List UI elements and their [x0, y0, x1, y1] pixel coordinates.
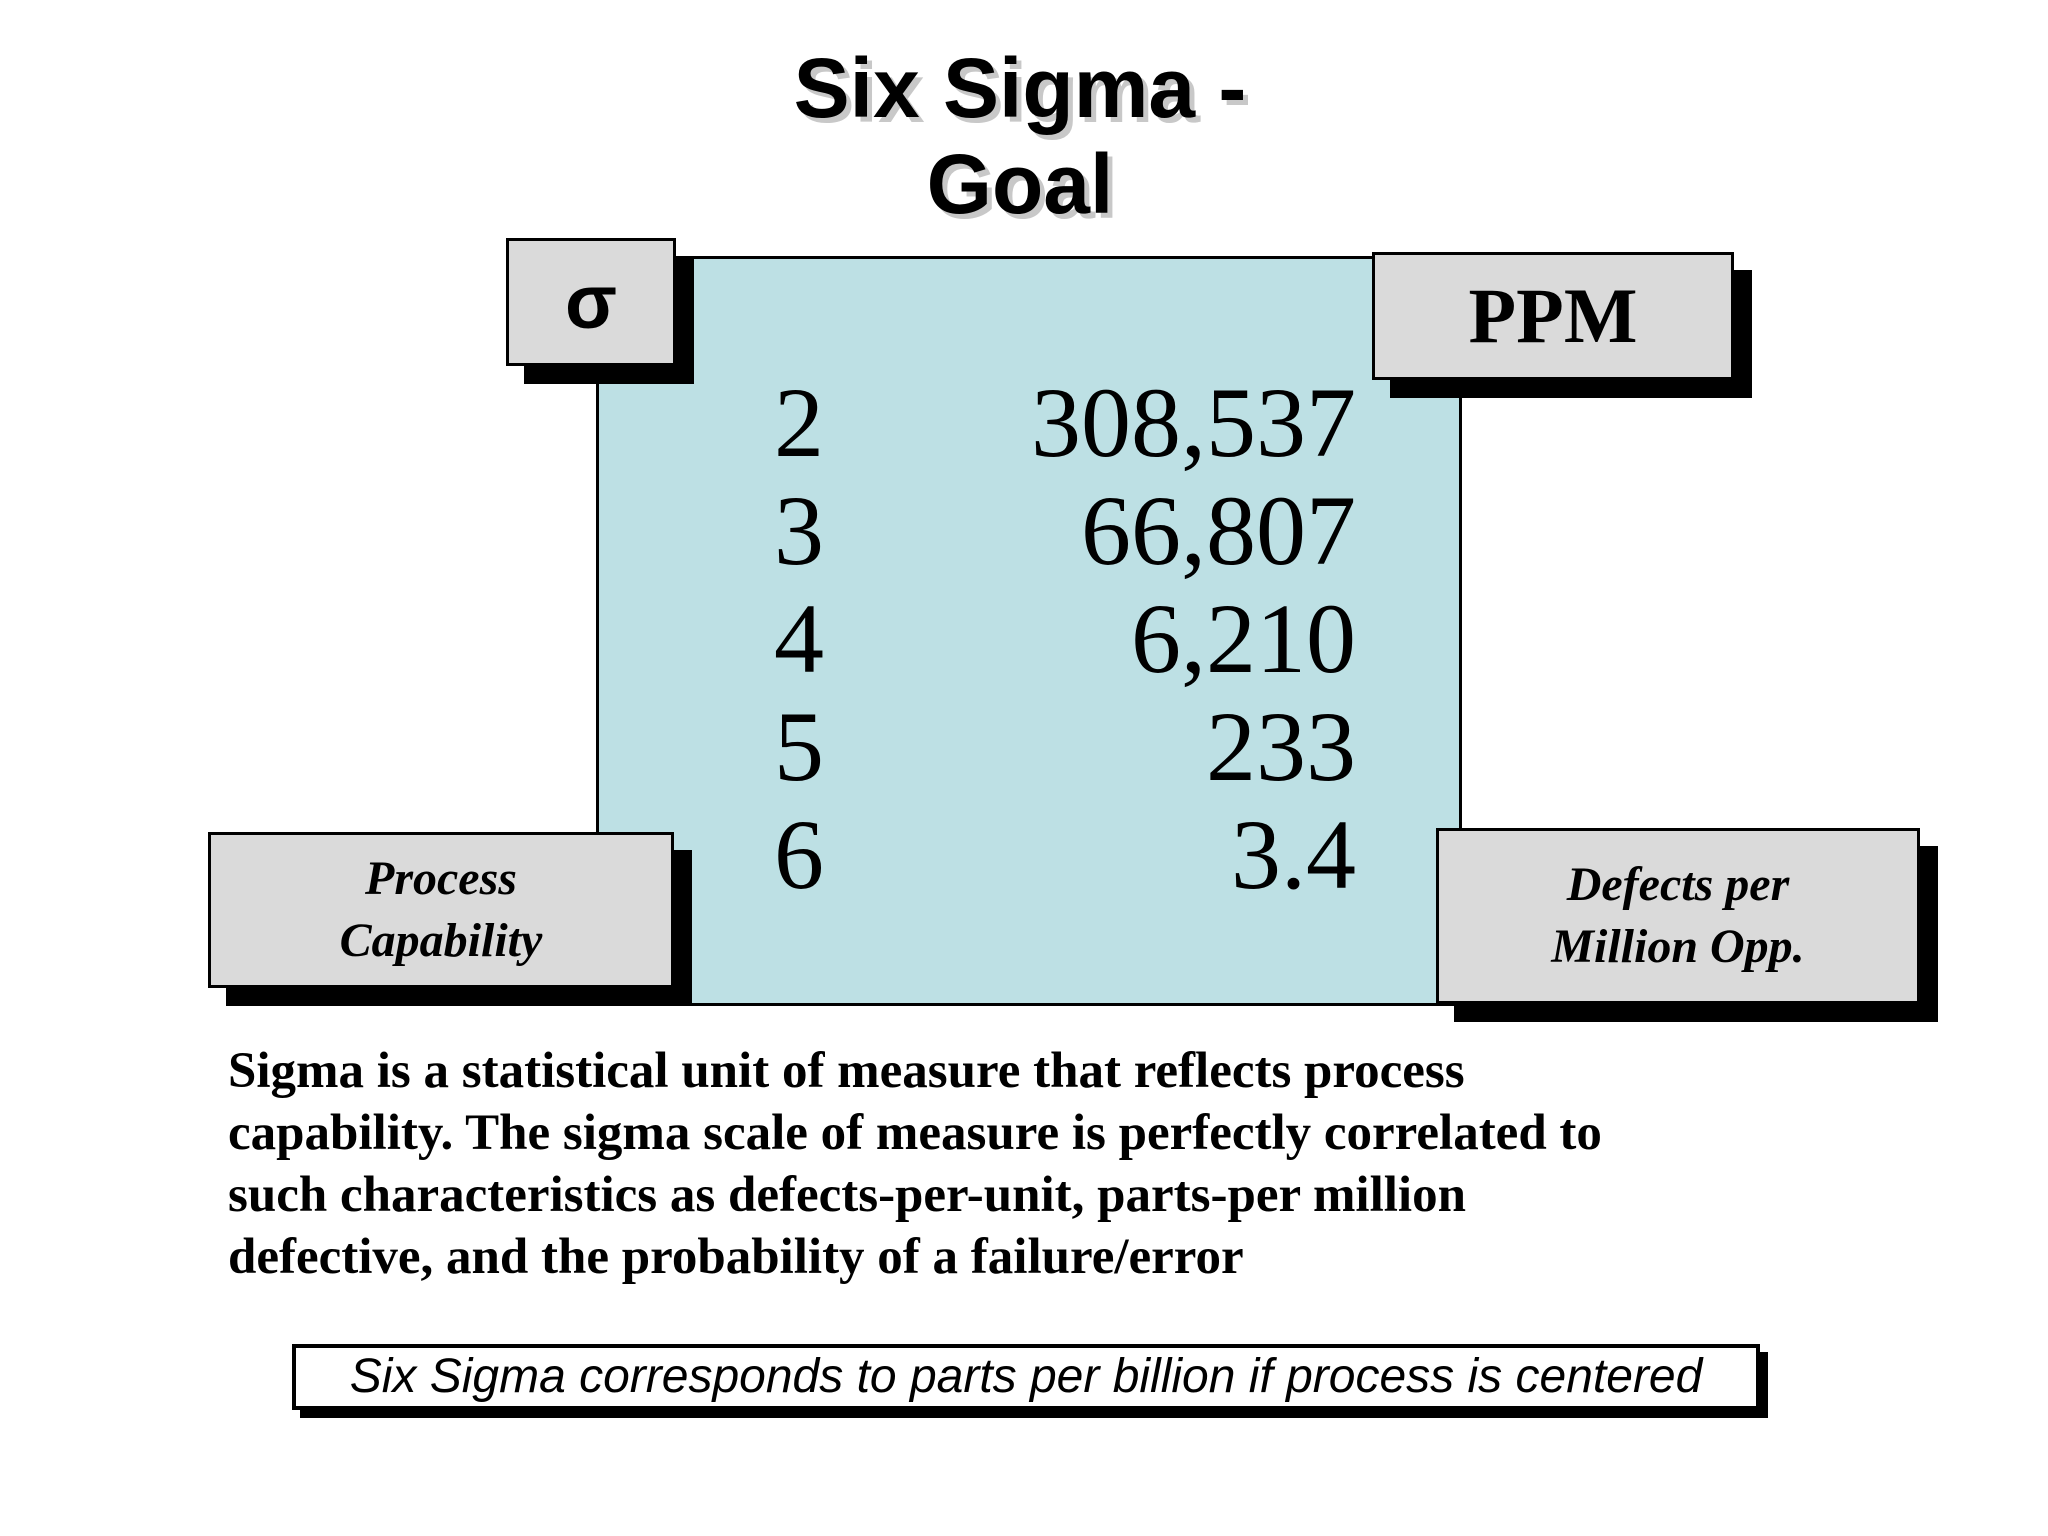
description-line: capability. The sigma scale of measure i…	[228, 1105, 1602, 1161]
table-row: 6 3.4	[599, 801, 1459, 909]
ppm-value: 233	[1206, 691, 1356, 802]
sigma-value: 2	[774, 367, 824, 478]
process-capability-line-1: Process	[365, 852, 517, 905]
sigma-header-box: σ	[506, 238, 676, 366]
ppm-header: PPM	[1468, 272, 1638, 359]
title-line-1: Six Sigma -	[793, 41, 1247, 135]
title-line-2: Goal	[926, 137, 1114, 231]
description-line: Sigma is a statistical unit of measure t…	[228, 1043, 1465, 1099]
ppm-value: 66,807	[1081, 475, 1356, 586]
process-capability-box: Process Capability	[208, 832, 674, 988]
sigma-header: σ	[565, 259, 617, 345]
ppm-value: 3.4	[1231, 799, 1356, 910]
ppm-value: 308,537	[1031, 367, 1356, 478]
sigma-value: 5	[774, 691, 824, 802]
sigma-value: 6	[774, 799, 824, 910]
sigma-value: 4	[774, 583, 824, 694]
sigma-description: Sigma is a statistical unit of measure t…	[228, 1040, 1848, 1288]
table-row: 5 233	[599, 693, 1459, 801]
ppm-header-box: PPM	[1372, 252, 1734, 380]
defects-per-million-box: Defects per Million Opp.	[1436, 828, 1920, 1004]
process-capability-line-2: Capability	[339, 914, 543, 967]
description-line: defective, and the probability of a fail…	[228, 1229, 1244, 1285]
ppm-value: 6,210	[1131, 583, 1356, 694]
sigma-value: 3	[774, 475, 824, 586]
table-row: 3 66,807	[599, 477, 1459, 585]
table-row: 2 308,537	[599, 369, 1459, 477]
table-row: 4 6,210	[599, 585, 1459, 693]
sigma-ppm-table: 2 308,537 3 66,807 4 6,210 5 233 6 3.4	[596, 256, 1462, 1006]
defects-per-million-line-1: Defects per	[1566, 858, 1790, 911]
description-line: such characteristics as defects-per-unit…	[228, 1167, 1466, 1223]
six-sigma-note: Six Sigma corresponds to parts per billi…	[292, 1344, 1760, 1410]
defects-per-million-line-2: Million Opp.	[1551, 920, 1805, 973]
page-title: Six Sigma - Goal	[520, 40, 1520, 232]
